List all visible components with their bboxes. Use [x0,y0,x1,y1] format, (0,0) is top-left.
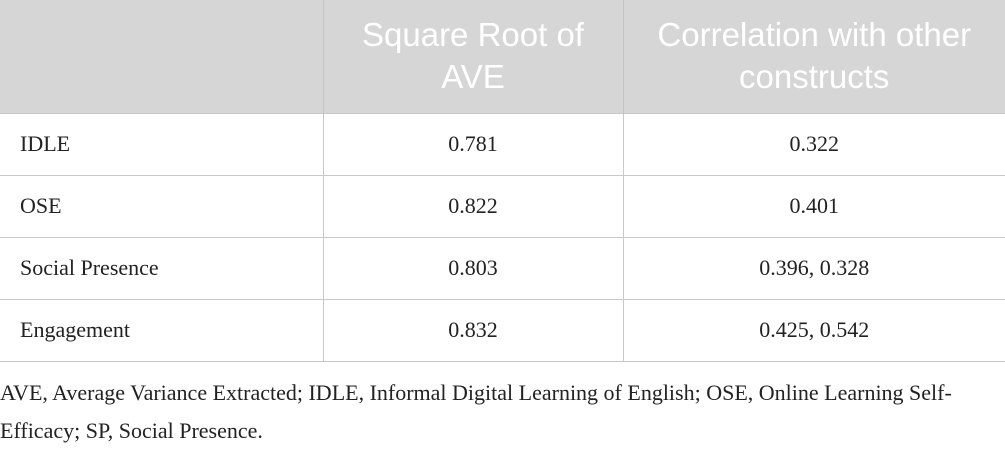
table-body: IDLE 0.781 0.322 OSE 0.822 0.401 Social Presen… [0,112,1005,362]
table-row: Engagement 0.832 0.425, 0.542 [0,298,1005,362]
table-cell: 0.322 [622,112,1005,176]
row-label: Social Presence [0,236,324,300]
table-row: IDLE 0.781 0.322 [0,112,1005,176]
row-label: Engagement [0,298,324,362]
table-cell: 0.425, 0.542 [622,298,1005,362]
table-cell: 0.401 [622,174,1005,238]
header-cell [0,0,324,113]
table-row: Social Presence 0.803 0.396, 0.328 [0,236,1005,300]
footnote: AVE, Average Variance Extracted; IDLE, I… [0,379,952,443]
table-cell: 0.832 [322,298,624,362]
table-row: OSE 0.822 0.401 [0,174,1005,238]
table-cell: 0.803 [322,236,624,300]
header-cell: Correlation with other constructs [623,0,1005,113]
row-label: OSE [0,174,324,238]
row-label: IDLE [0,112,324,176]
data-table: Square Root of AVE Correlation with othe… [0,0,1005,362]
table-cell: 0.781 [322,112,624,176]
table-cell: 0.822 [322,174,624,238]
header-row: Square Root of AVE Correlation with othe… [0,0,1005,113]
header-cell: Square Root of AVE [323,0,624,113]
table-cell: 0.396, 0.328 [622,236,1005,300]
